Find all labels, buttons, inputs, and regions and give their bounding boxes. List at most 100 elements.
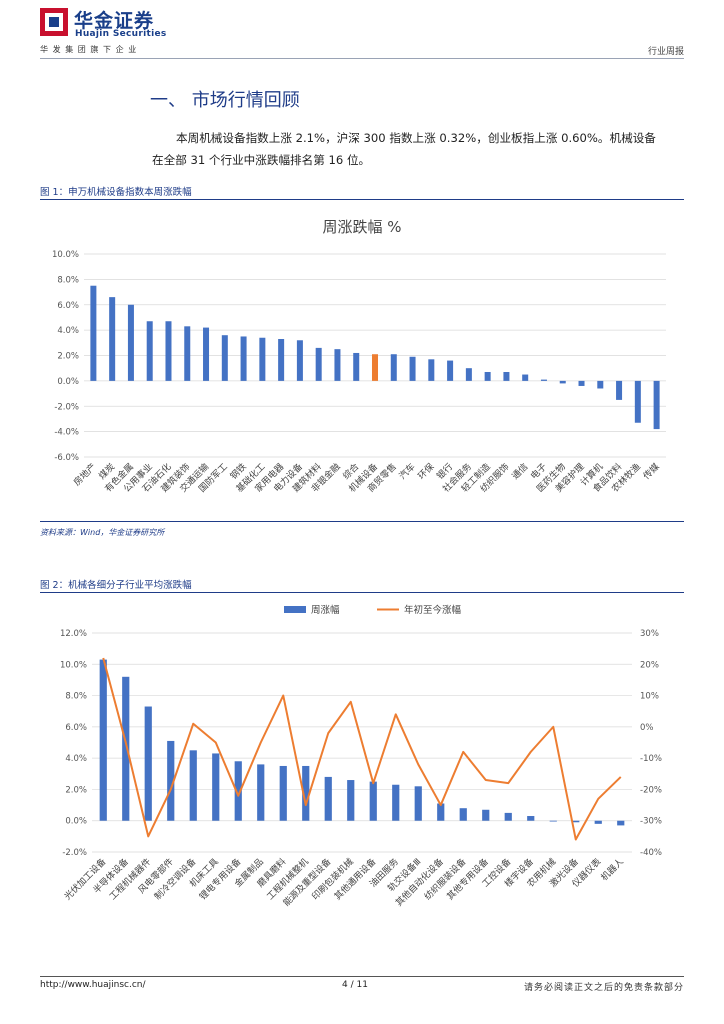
chart2-bar (167, 740, 175, 821)
header-divider (40, 58, 684, 59)
chart1-bar (109, 297, 116, 381)
chart1-bar (390, 354, 397, 381)
chart2-bar (189, 750, 197, 821)
chart2-ytick-right-label: -40% (640, 848, 662, 858)
figure1-source: 资料来源：Wind，华金证券研究所 (40, 528, 165, 537)
chart2-ytick-right-label: -30% (640, 817, 662, 827)
chart1-bar (165, 321, 172, 381)
chart1-bar (240, 336, 247, 381)
huajin-logo-icon (40, 8, 68, 36)
chart1-bar (371, 354, 379, 381)
section-title: 一、 市场行情回顾 (150, 90, 300, 111)
chart2-ytick-right-label: 10% (640, 692, 659, 702)
summary-paragraph-line1: 本周机械设备指数上涨 2.1%，沪深 300 指数上涨 0.32%，创业板指上涨… (176, 131, 656, 145)
disclaimer-note: 请务必阅读正文之后的免责条款部分 (523, 983, 684, 993)
chart1-bar (296, 340, 303, 381)
chart1-ytick-label: 0.0% (57, 377, 79, 387)
chart2-ytick-left-label: -2.0% (62, 848, 87, 858)
chart1-bar (653, 380, 660, 430)
chart1-bar (221, 335, 228, 381)
chart1-bar (353, 352, 360, 381)
footer-divider (40, 976, 684, 977)
chart1-bar (597, 380, 604, 389)
chart2-ytick-left-label: 4.0% (65, 754, 87, 764)
chart2-bar (549, 820, 557, 822)
chart2-bar (392, 784, 400, 821)
chart1-ytick-label: 2.0% (57, 352, 79, 362)
chart1-ytick-label: -6.0% (54, 453, 79, 463)
chart2-legend-label-weekly: 周涨幅 (311, 604, 340, 616)
chart2-bar (369, 781, 377, 821)
chart2-ytick-right-label: 0% (640, 723, 654, 733)
chart1-bar (540, 379, 547, 381)
chart1-bar (616, 380, 623, 400)
chart2-bar (414, 786, 422, 821)
page-number: 4 / 11 (342, 980, 368, 990)
chart2-ytd-line (102, 657, 622, 841)
chart1-bar (334, 349, 341, 381)
report-type: 行业周报 (647, 47, 684, 57)
chart2-ytick-right-label: -20% (640, 785, 662, 795)
chart1-ytick-label: 8.0% (57, 275, 79, 285)
chart1-bar (184, 326, 191, 381)
chart1-bar (503, 371, 510, 381)
chart1-bar (578, 380, 585, 386)
chart2-ytick-right-label: 20% (640, 660, 659, 670)
chart1-bar (634, 380, 641, 423)
chart1-xtick-label: 环保 (415, 461, 436, 482)
chart1-bar (315, 347, 322, 381)
chart1-bar (465, 368, 472, 381)
chart2-bar (504, 812, 512, 821)
subindustry-combo-chart: 周涨幅 年初至今涨幅 12.0% 10.0% 8.0% 6.0% 4.0% 2.0% 0.0% -… (60, 604, 662, 909)
chart2-bar (594, 820, 602, 824)
chart1-bar (278, 339, 285, 381)
brand-subtitle: 华发集团旗下企业 (40, 45, 141, 54)
chart2-bar (279, 765, 287, 821)
figure1-top-rule (40, 199, 684, 200)
chart2-bar (347, 780, 355, 821)
weekly-change-bar-chart: 周涨跌幅 % 10.0% 8.0% 6.0% 4.0% 2.0% 0.0% -2.0% -4.0… (52, 218, 666, 495)
chart1-bar (203, 327, 210, 381)
chart2-bar (234, 761, 242, 821)
chart1-xtick-label: 汽车 (396, 461, 417, 482)
footer-url[interactable]: http://www.huajinsc.cn/ (40, 980, 146, 990)
chart1-xtick-label: 房地产 (71, 461, 99, 489)
brand-name-cn: 华金证券 (74, 10, 155, 32)
chart2-bar (459, 808, 467, 821)
chart1-bar (409, 356, 416, 381)
chart1-ytick-label: 4.0% (57, 326, 79, 336)
chart2-xtick-label: 机器人 (598, 856, 626, 884)
page-header: 华金证券 Huajin Securities 华发集团旗下企业 行业周报 (0, 0, 724, 62)
chart2-bar (122, 676, 130, 821)
chart2-bar (324, 776, 332, 821)
chart1-ytick-label: -2.0% (54, 402, 79, 412)
chart2-legend-label-ytd: 年初至今涨幅 (404, 604, 462, 616)
chart1-bar (428, 359, 435, 381)
chart1-ytick-label: 6.0% (57, 301, 79, 311)
chart2-bar (144, 706, 152, 821)
chart2-ytick-left-label: 2.0% (65, 785, 87, 795)
chart2-bar (482, 809, 490, 821)
chart2-bar (527, 816, 535, 821)
chart2-bar (617, 820, 625, 826)
chart2-ytick-right-label: 30% (640, 629, 659, 639)
chart1-bar (447, 360, 454, 381)
chart1-xtick-label: 传媒 (641, 461, 662, 482)
figure2-title: 图 2：机械各细分子行业平均涨跌幅 (40, 580, 192, 591)
chart2-bar (99, 659, 107, 821)
chart2-bar (437, 803, 445, 821)
chart2-ytick-left-label: 0.0% (65, 817, 87, 827)
chart1-bar (484, 371, 491, 381)
summary-paragraph-line2: 在全部 31 个行业中涨跌幅排名第 16 位。 (152, 153, 371, 167)
chart2-bar (212, 753, 220, 821)
chart2-ytick-left-label: 10.0% (60, 660, 87, 670)
chart1-bar (127, 304, 134, 381)
chart1-bar (90, 285, 97, 381)
chart1-bar (559, 380, 566, 384)
figure1-bottom-rule (40, 521, 684, 522)
chart1-bar (259, 337, 266, 381)
brand-name-en: Huajin Securities (75, 29, 167, 39)
chart2-bar (257, 764, 265, 821)
chart1-title: 周涨跌幅 % (322, 218, 401, 236)
chart2-ytick-left-label: 12.0% (60, 629, 87, 639)
